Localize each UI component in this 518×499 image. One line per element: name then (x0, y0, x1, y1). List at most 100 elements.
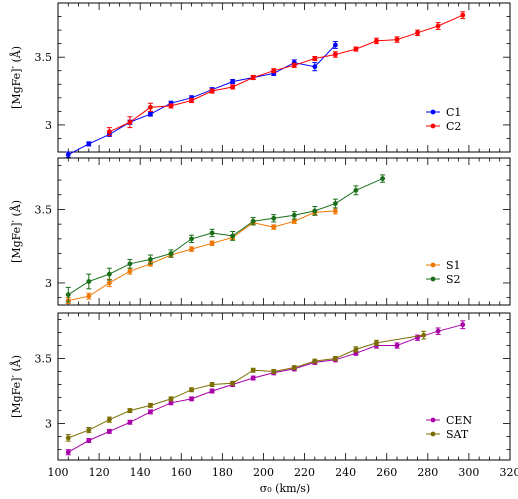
y-axis-label: [MgFe]′ (Å) (9, 355, 23, 418)
data-point (209, 88, 215, 94)
data-point (312, 56, 318, 61)
data-point (374, 38, 379, 44)
data-point (291, 365, 297, 371)
series-s1 (65, 207, 338, 305)
data-point (435, 23, 441, 29)
data-point (127, 119, 133, 125)
data-point (435, 328, 441, 334)
legend-label: S1 (446, 259, 461, 272)
y-tick-label: 3.5 (35, 51, 53, 64)
data-point (189, 98, 194, 103)
data-point (65, 435, 71, 441)
series-line (109, 14, 463, 133)
legend-swatch-marker (430, 417, 436, 423)
data-point (189, 387, 194, 393)
x-tick-label: 280 (417, 466, 438, 479)
data-point (127, 261, 133, 267)
data-point (127, 408, 133, 413)
y-tick-label: 3.5 (35, 203, 53, 216)
series-s2 (65, 174, 386, 303)
x-tick-label: 260 (376, 466, 397, 479)
legend-label: SAT (446, 428, 469, 441)
x-tick-label: 240 (335, 466, 356, 479)
data-point (106, 129, 112, 135)
series-cen (65, 320, 466, 456)
data-point (230, 380, 236, 386)
plot-frame (57, 312, 511, 461)
data-point (353, 46, 359, 52)
data-point (415, 30, 420, 36)
data-point (168, 400, 174, 406)
data-point (312, 358, 318, 364)
data-point (312, 64, 318, 70)
data-point (65, 152, 71, 158)
x-tick-label: 160 (171, 466, 192, 479)
data-point (421, 332, 427, 338)
data-point (394, 37, 400, 42)
data-point (148, 111, 153, 117)
x-tick-label: 140 (130, 466, 151, 479)
data-point (148, 409, 153, 415)
x-tick-label: 180 (212, 466, 233, 479)
data-point (332, 42, 338, 48)
data-point (189, 236, 194, 242)
data-point (86, 141, 92, 147)
y-axis-label: [MgFe]′ (Å) (9, 200, 23, 263)
data-point (86, 293, 92, 299)
legend-swatch-marker (430, 109, 436, 115)
data-point (271, 68, 277, 74)
data-point (353, 187, 359, 193)
data-point (106, 428, 112, 434)
legend-swatch-marker (430, 431, 436, 437)
legend-swatch-marker (430, 262, 436, 268)
y-axis-label: [MgFe]′ (Å) (9, 46, 23, 109)
data-point (65, 292, 71, 298)
series-c2 (106, 11, 466, 137)
data-point (189, 246, 194, 252)
legend-swatch-marker (430, 276, 436, 282)
legend-label: C1 (446, 106, 461, 119)
x-axis-label: σ₀ (km/s) (260, 482, 310, 495)
data-point (168, 103, 174, 109)
data-point (86, 279, 92, 284)
data-point (106, 280, 112, 286)
data-point (332, 208, 338, 214)
legend-label: S2 (446, 273, 461, 286)
data-point (86, 427, 92, 433)
data-point (460, 322, 466, 328)
data-point (189, 396, 194, 402)
data-point (209, 240, 215, 246)
data-point (148, 257, 153, 262)
plot-frame (57, 157, 511, 306)
series-line (68, 334, 424, 439)
data-point (148, 402, 153, 408)
data-point (312, 208, 318, 214)
data-point (271, 369, 277, 374)
data-point (250, 367, 256, 373)
series-sat (65, 330, 427, 442)
x-tick-label: 120 (89, 466, 110, 479)
data-point (148, 104, 153, 110)
x-tick-label: 320 (500, 466, 518, 479)
plot-frame (57, 2, 511, 153)
x-tick-label: 200 (253, 466, 274, 479)
data-point (250, 375, 256, 381)
data-point (250, 75, 256, 80)
y-tick-label: 3 (45, 277, 52, 290)
data-point (291, 212, 297, 218)
data-point (106, 271, 112, 277)
x-tick-label: 100 (48, 466, 69, 479)
data-point (230, 84, 236, 90)
data-point (271, 215, 277, 221)
data-point (230, 233, 236, 239)
data-point (250, 218, 256, 224)
series-line (68, 44, 336, 156)
x-tick-label: 220 (294, 466, 315, 479)
series-line (68, 210, 336, 302)
data-point (332, 52, 338, 57)
data-point (380, 176, 386, 181)
